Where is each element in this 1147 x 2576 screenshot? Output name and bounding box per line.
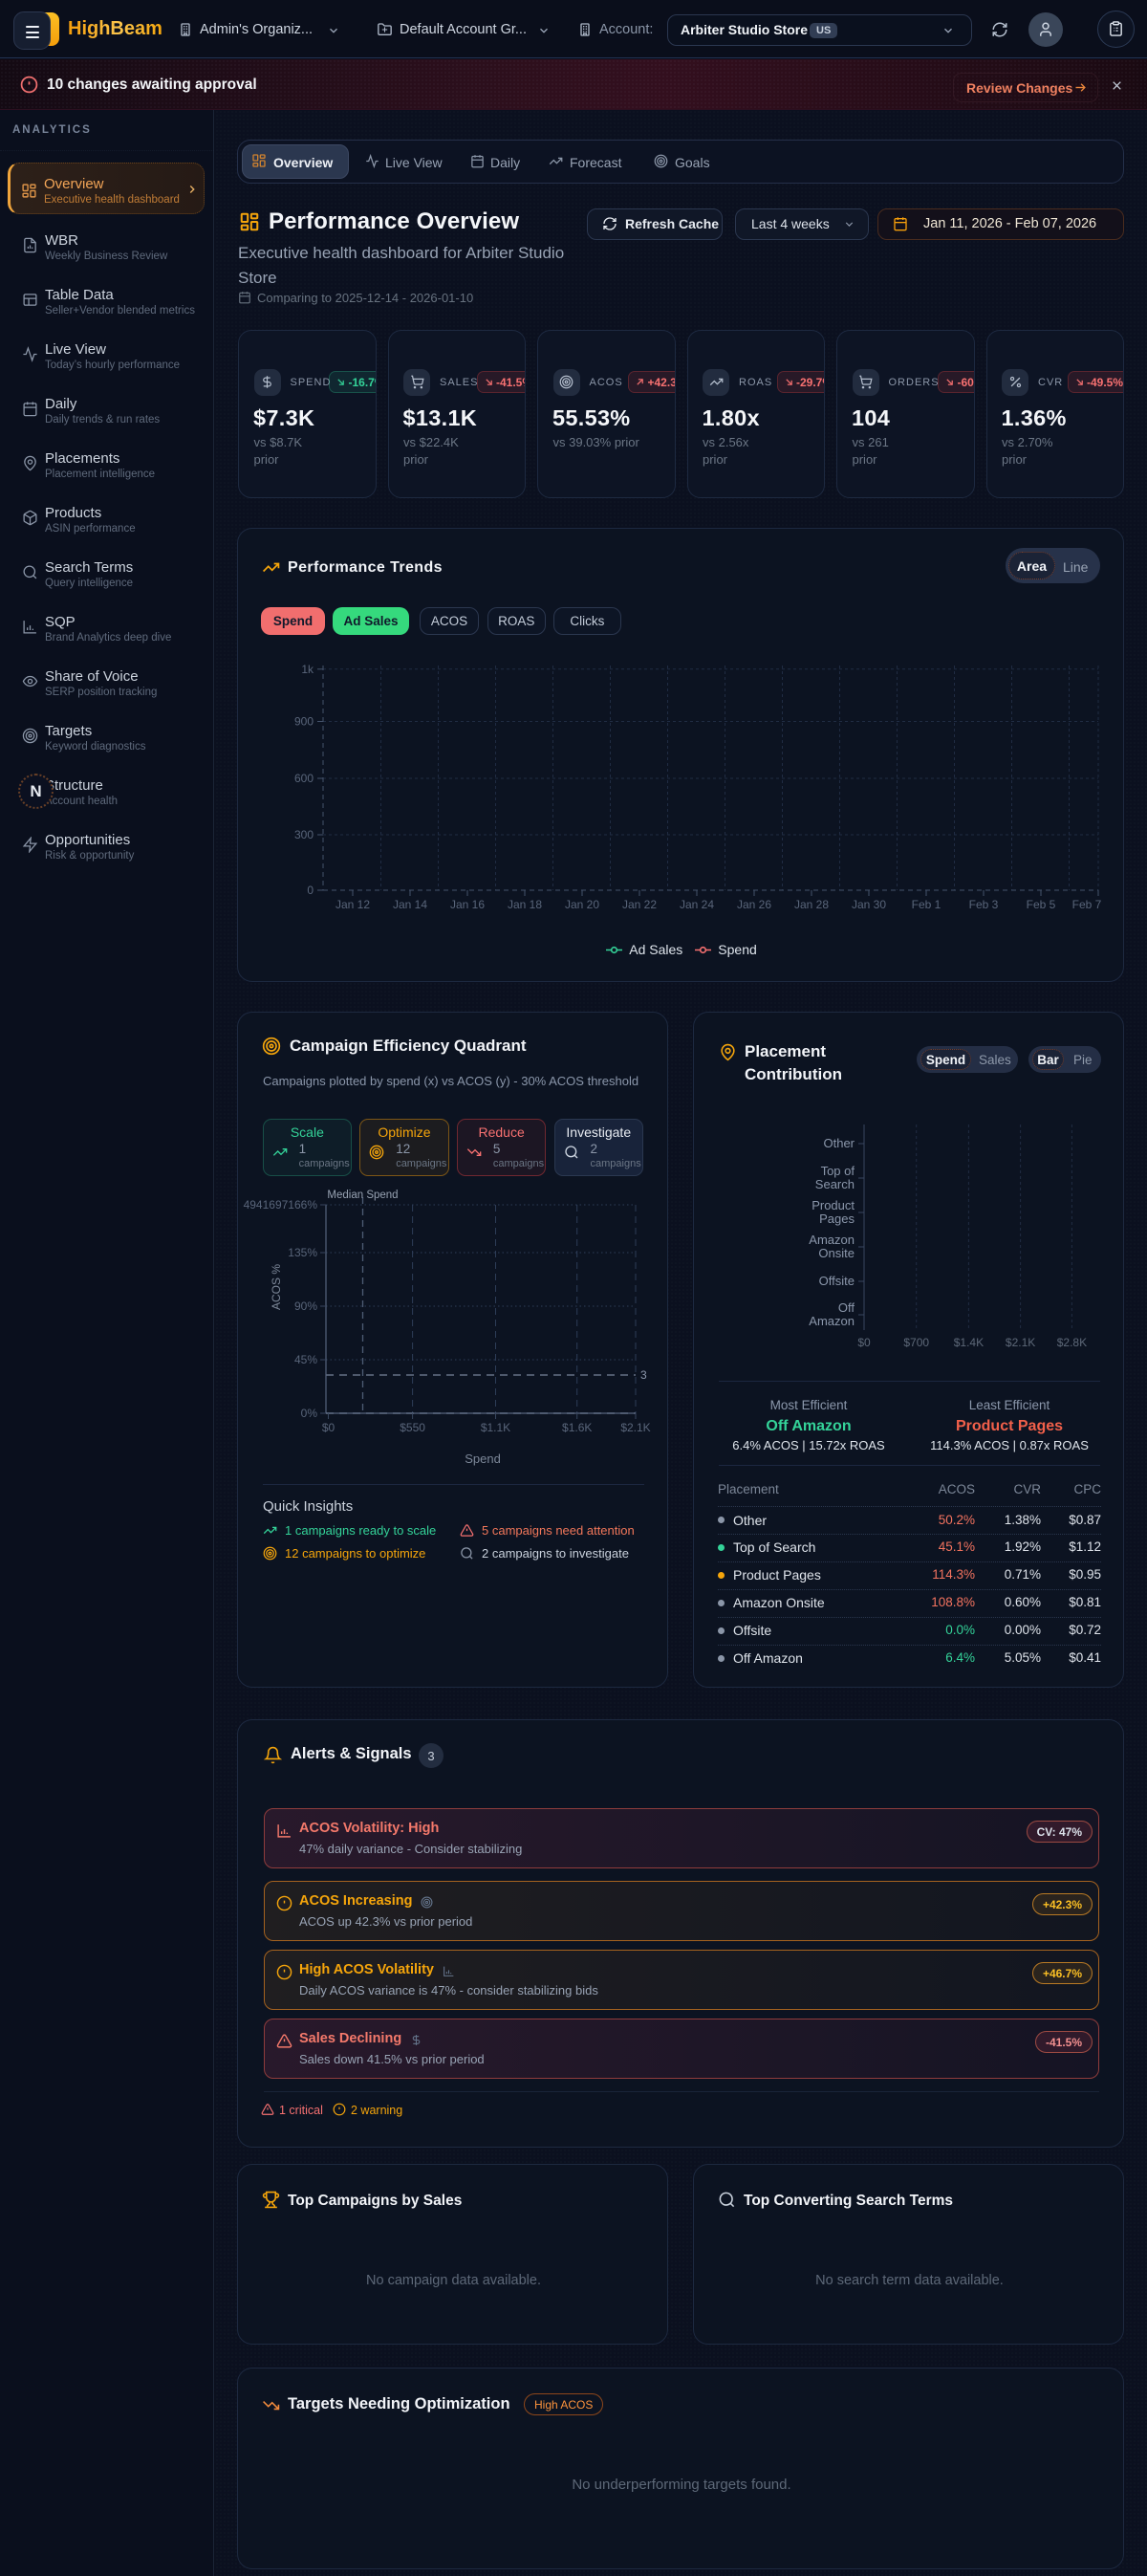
svg-text:Amazon: Amazon bbox=[809, 1314, 855, 1328]
svg-text:Other: Other bbox=[823, 1136, 855, 1150]
svg-text:Jan 26: Jan 26 bbox=[737, 898, 771, 911]
svg-text:4941697166%: 4941697166% bbox=[244, 1198, 318, 1212]
svg-text:Feb 7: Feb 7 bbox=[1072, 898, 1102, 911]
svg-text:Jan 28: Jan 28 bbox=[794, 898, 829, 911]
svg-text:Jan 14: Jan 14 bbox=[393, 898, 427, 911]
svg-text:Product: Product bbox=[812, 1198, 855, 1212]
svg-text:900: 900 bbox=[294, 715, 314, 729]
svg-text:Feb 5: Feb 5 bbox=[1027, 898, 1056, 911]
svg-text:45%: 45% bbox=[294, 1353, 317, 1366]
svg-text:300: 300 bbox=[294, 828, 314, 841]
svg-text:0: 0 bbox=[307, 884, 314, 897]
svg-text:Search: Search bbox=[815, 1177, 855, 1191]
svg-text:Median Spend: Median Spend bbox=[327, 1190, 398, 1201]
svg-text:Offsite: Offsite bbox=[819, 1274, 855, 1288]
svg-text:$2.1K: $2.1K bbox=[1006, 1336, 1035, 1349]
svg-text:Jan 18: Jan 18 bbox=[508, 898, 542, 911]
svg-text:$0: $0 bbox=[857, 1336, 871, 1349]
svg-text:135%: 135% bbox=[288, 1246, 317, 1259]
svg-text:$0: $0 bbox=[322, 1421, 335, 1434]
svg-text:Feb 3: Feb 3 bbox=[969, 898, 999, 911]
svg-text:Jan 16: Jan 16 bbox=[450, 898, 485, 911]
svg-text:90%: 90% bbox=[294, 1299, 317, 1313]
svg-text:Off: Off bbox=[838, 1300, 855, 1315]
svg-text:$700: $700 bbox=[903, 1336, 929, 1349]
svg-text:Jan 20: Jan 20 bbox=[565, 898, 599, 911]
svg-text:Jan 22: Jan 22 bbox=[622, 898, 657, 911]
svg-text:$1.4K: $1.4K bbox=[954, 1336, 984, 1349]
svg-text:$2.8K: $2.8K bbox=[1057, 1336, 1087, 1349]
svg-text:ACOS %: ACOS % bbox=[270, 1264, 283, 1310]
svg-text:$2.1K: $2.1K bbox=[620, 1421, 650, 1434]
svg-text:Pages: Pages bbox=[819, 1212, 855, 1226]
svg-text:Top of: Top of bbox=[821, 1164, 855, 1178]
svg-text:0%: 0% bbox=[301, 1407, 318, 1420]
svg-text:Jan 30: Jan 30 bbox=[852, 898, 886, 911]
svg-text:Amazon: Amazon bbox=[809, 1233, 855, 1247]
svg-text:Jan 12: Jan 12 bbox=[335, 898, 370, 911]
svg-text:Feb 1: Feb 1 bbox=[912, 898, 941, 911]
svg-text:3: 3 bbox=[640, 1368, 647, 1382]
svg-text:$550: $550 bbox=[400, 1421, 425, 1434]
svg-text:Jan 24: Jan 24 bbox=[680, 898, 714, 911]
svg-text:Onsite: Onsite bbox=[818, 1246, 855, 1260]
svg-text:$1.1K: $1.1K bbox=[481, 1421, 510, 1434]
svg-text:1k: 1k bbox=[301, 663, 314, 676]
svg-text:$1.6K: $1.6K bbox=[562, 1421, 592, 1434]
svg-text:Spend: Spend bbox=[465, 1452, 501, 1466]
svg-text:600: 600 bbox=[294, 772, 314, 785]
